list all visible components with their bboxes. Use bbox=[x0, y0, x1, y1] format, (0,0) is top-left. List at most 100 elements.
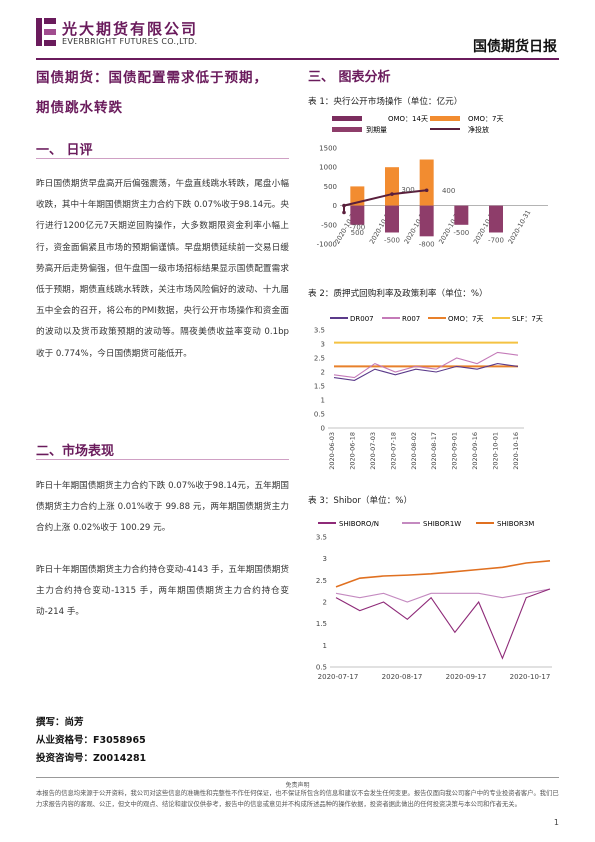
chart-2-repo-rates: DR007 R007 OMO：7天 SLF：7天 3.5 3 2.5 2 1.5 1 0.5… bbox=[314, 315, 543, 470]
bar-maturity bbox=[385, 205, 399, 233]
legend-label-maturity: 到期量 bbox=[366, 126, 387, 134]
y-tick-label: 3.5 bbox=[314, 327, 325, 335]
y-tick-label: 1 bbox=[323, 642, 327, 650]
x-tick-label: 2020-08-02 bbox=[410, 432, 418, 470]
footer-divider bbox=[36, 777, 559, 778]
section-heading-charts: 三、 图表分析 bbox=[308, 70, 391, 85]
x-tick-label: 2020-07-17 bbox=[318, 673, 359, 681]
x-tick-label: 2020-08-17 bbox=[430, 432, 438, 470]
x-tick-label: 2020-07-03 bbox=[369, 432, 377, 470]
point-net-injection bbox=[342, 210, 346, 215]
x-tick-label: 2020-09-16 bbox=[471, 432, 479, 470]
point-net-injection bbox=[342, 203, 346, 208]
line-net-injection bbox=[343, 189, 427, 213]
legend-label-shibor-3m: SHIBOR3M bbox=[497, 520, 534, 528]
bar-data-label: -500 bbox=[453, 229, 469, 237]
y-tick-label: 1000 bbox=[319, 164, 337, 172]
y-tick-label: 3.5 bbox=[316, 534, 327, 542]
section-heading-market: 二、市场表现 bbox=[36, 444, 115, 459]
chart-3-title: 表 3：Shibor（单位：%） bbox=[308, 496, 413, 506]
legend-swatch-omo14 bbox=[332, 116, 362, 121]
chart-3-marks bbox=[335, 560, 551, 660]
legend-swatch-omo7 bbox=[430, 116, 460, 121]
y-tick-label: 1 bbox=[321, 397, 325, 405]
y-tick-label: -500 bbox=[321, 221, 337, 229]
company-logo-mark bbox=[36, 18, 56, 46]
x-tick-label: 2020-10-01 bbox=[492, 432, 500, 470]
x-tick-label: 2020-07-18 bbox=[389, 432, 397, 470]
headline-line-1: 国债期货：国债配置需求低于预期， bbox=[36, 70, 268, 86]
x-tick-label: 2020-10-31 bbox=[507, 209, 533, 246]
bar-data-label: -800 bbox=[419, 240, 435, 248]
y-tick-label: 0 bbox=[321, 425, 325, 433]
bar-data-label: 300 bbox=[401, 186, 414, 194]
bar-data-label: -700 bbox=[349, 224, 365, 232]
bar-data-label: 400 bbox=[442, 187, 455, 195]
legend-label-omo-rate: OMO：7天 bbox=[448, 315, 484, 323]
legend-label-shibor-1w: SHIBOR1W bbox=[423, 520, 461, 528]
chart-2-legend: DR007 R007 OMO：7天 SLF：7天 bbox=[330, 315, 543, 323]
bar-maturity bbox=[419, 205, 434, 237]
headline-line-2: 期债跳水转跌 bbox=[36, 100, 123, 116]
legend-swatch-net bbox=[430, 128, 460, 130]
series-line bbox=[335, 560, 551, 588]
y-tick-label: 3 bbox=[321, 341, 325, 349]
x-tick-label: 2020-08-17 bbox=[382, 673, 423, 681]
disclaimer-title: 免责声明 bbox=[285, 782, 310, 789]
x-tick-label: 2020-09-17 bbox=[446, 673, 487, 681]
series-line bbox=[335, 588, 551, 603]
legend-swatch-maturity bbox=[332, 127, 362, 132]
y-tick-label: -1000 bbox=[317, 241, 337, 249]
legend-label-net: 净投放 bbox=[468, 125, 489, 134]
chart-1-title: 表 1：央行公开市场操作（单位：亿元） bbox=[308, 97, 463, 107]
section-heading-daily-review: 一、 日评 bbox=[36, 143, 93, 158]
y-tick-label: 1500 bbox=[319, 145, 337, 153]
point-net-injection bbox=[424, 188, 429, 193]
x-tick-label: 2020-06-18 bbox=[348, 432, 356, 470]
report-title: 国债期货日报 bbox=[473, 39, 557, 55]
chart-1-marks: 500 -500 -800 -500 -700 300 400 -700 bbox=[342, 159, 504, 248]
section-divider bbox=[36, 459, 289, 460]
bar-data-label: 500 bbox=[351, 229, 364, 237]
legend-label-shibor-on: SHIBORO/N bbox=[339, 520, 379, 528]
chart-3-shibor: SHIBORO/N SHIBOR1W SHIBOR3M 3.5 3 2.5 2 1.5 1… bbox=[316, 520, 552, 681]
market-paragraph-1: 昨日十年期国债期货主力合约下跌 0.07%收于98.14元，五年期国债期货主力合… bbox=[36, 481, 289, 534]
chart-2-title: 表 2：质押式回购利率及政策利率（单位：%） bbox=[308, 289, 488, 299]
legend-label-omo14: OMO：14天 bbox=[388, 115, 428, 123]
bar-omo7 bbox=[419, 159, 434, 206]
y-tick-label: 0.5 bbox=[314, 411, 325, 419]
disclaimer-text: 本报告的信息均来源于公开资料，我公司对这些信息的准确性和完整性不作任何保证，也不… bbox=[36, 790, 559, 808]
company-name-en: EVERBRIGHT FUTURES CO.,LTD. bbox=[62, 37, 198, 46]
x-tick-label: 2020-10-16 bbox=[512, 432, 520, 470]
series-line bbox=[335, 588, 551, 660]
legend-label-omo7: OMO：7天 bbox=[468, 115, 504, 123]
bar-data-label: -500 bbox=[384, 236, 400, 244]
y-tick-label: 2 bbox=[321, 369, 325, 377]
bar-maturity bbox=[454, 205, 469, 225]
y-tick-label: 0 bbox=[333, 202, 337, 210]
series-line bbox=[333, 351, 519, 379]
y-tick-label: 1.5 bbox=[316, 620, 327, 628]
y-tick-label: 2.5 bbox=[316, 577, 327, 585]
daily-review-paragraph: 昨日国债期货早盘高开后偏强震荡，午盘直线跳水转跌，尾盘小幅收跌，其中十年期国债期… bbox=[36, 179, 289, 359]
x-tick-label: 2020-10-17 bbox=[510, 673, 551, 681]
y-tick-label: 3 bbox=[323, 555, 327, 563]
legend-label-r007: R007 bbox=[402, 315, 420, 323]
chart-2-marks bbox=[333, 341, 519, 381]
advisor-line: 投资咨询号：Z0014281 bbox=[36, 753, 147, 764]
y-tick-label: 2.5 bbox=[314, 355, 325, 363]
market-paragraph-2: 昨日十年期国债期货主力合约持仓变动-4143 手，五年期国债期货主力合约持仓变动… bbox=[36, 565, 289, 618]
bar-maturity bbox=[350, 205, 365, 225]
x-tick-label: 2020-09-01 bbox=[451, 432, 459, 470]
license-line: 从业资格号：F3058965 bbox=[36, 735, 146, 746]
legend-label-slf: SLF：7天 bbox=[512, 315, 543, 323]
y-tick-label: 1.5 bbox=[314, 383, 325, 391]
bar-omo7 bbox=[385, 167, 399, 206]
y-tick-label: 0.5 bbox=[316, 664, 327, 672]
y-tick-label: 500 bbox=[324, 183, 337, 191]
legend-label-dr007: DR007 bbox=[350, 315, 374, 323]
section-divider bbox=[36, 158, 289, 159]
chart-1-legend: OMO：14天 OMO：7天 到期量 净投放 bbox=[332, 115, 504, 134]
